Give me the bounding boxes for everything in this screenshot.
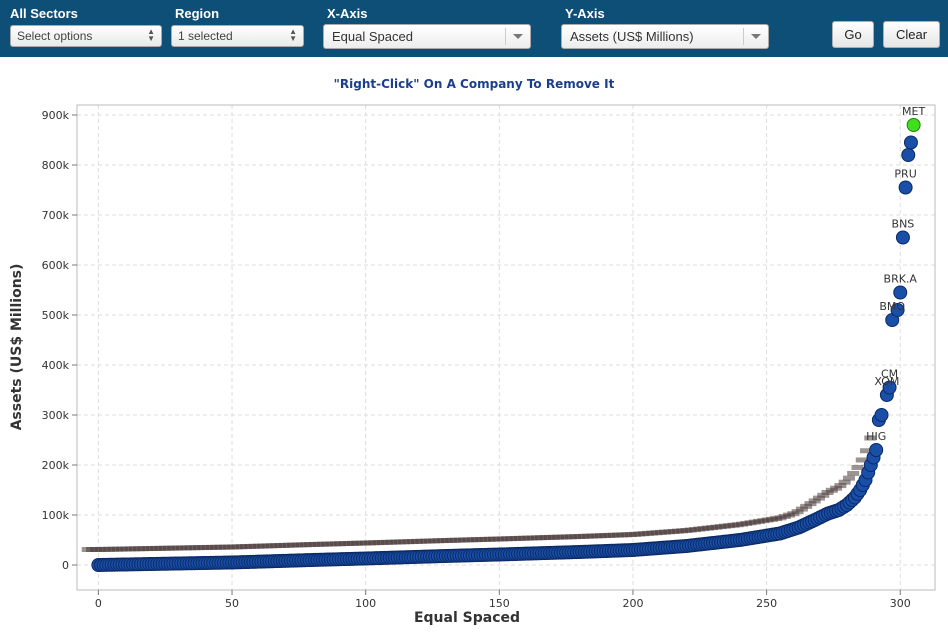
region-select[interactable]: 1 selected ▲ ▼ — [171, 25, 304, 47]
selected-company-point — [906, 118, 921, 132]
xaxis-dropdown-value: Equal Spaced — [332, 29, 413, 44]
y-tick-label: 900k — [42, 109, 70, 122]
point-label-bmo: BMO — [879, 300, 905, 313]
ticker-label-mark — [860, 448, 873, 454]
sectors-select-value: Select options — [17, 29, 93, 43]
company-point — [898, 180, 913, 195]
filter-toolbar: All Sectors Select options ▲ ▼ Region 1 s… — [0, 0, 948, 57]
company-point — [890, 303, 905, 317]
clear-button[interactable]: Clear — [883, 21, 940, 48]
xaxis-dropdown[interactable]: Equal Spaced — [323, 24, 531, 49]
company-point — [901, 148, 916, 162]
region-label: Region — [175, 6, 220, 21]
plot-frame — [76, 104, 936, 591]
yaxis-dropdown-value: Assets (US$ Millions) — [570, 29, 694, 44]
point-label-bns: BNS — [892, 218, 915, 231]
go-button[interactable]: Go — [832, 21, 874, 48]
chart-axes: 0 50 100 150 200 250 300 0 100k 200k 300k 400k 500k 6… — [42, 109, 911, 610]
ticker-label-mark — [834, 483, 847, 489]
company-point — [893, 285, 908, 300]
overlapping-labels — [81, 435, 877, 552]
ticker-label-mark — [842, 475, 855, 481]
ticker-label-mark — [795, 506, 808, 512]
chevron-down-icon — [513, 34, 523, 39]
ticker-label-mark — [817, 492, 830, 498]
updown-arrows-icon: ▲ ▼ — [289, 27, 297, 43]
ticker-label-mark — [847, 470, 860, 476]
y-tick-label: 200k — [42, 459, 70, 472]
y-tick-label: 100k — [42, 509, 70, 522]
x-tick-label: 150 — [489, 597, 510, 610]
y-tick-label: 800k — [42, 159, 70, 172]
dropdown-separator — [505, 28, 506, 45]
x-tick-label: 200 — [622, 597, 643, 610]
x-tick-label: 50 — [225, 597, 239, 610]
xaxis-label: X-Axis — [327, 6, 368, 21]
dropdown-separator — [743, 28, 744, 45]
yaxis-dropdown[interactable]: Assets (US$ Millions) — [561, 24, 769, 49]
x-tick-label: 100 — [355, 597, 376, 610]
point-label-brka: BRK.A — [884, 273, 918, 286]
sectors-select[interactable]: Select options ▲ ▼ — [10, 25, 162, 47]
point-label-cm: CM — [881, 368, 898, 381]
x-tick-label: 300 — [890, 597, 911, 610]
ticker-label-mark — [851, 464, 864, 470]
scatter-chart: 0 50 100 150 200 250 300 0 100k 200k 300k 400k 500k 6… — [9, 104, 936, 626]
y-tick-label: 400k — [42, 359, 70, 372]
ticker-label-mark — [800, 503, 813, 509]
company-point — [874, 408, 889, 422]
chevron-down-icon — [751, 34, 761, 39]
company-point — [869, 443, 884, 457]
ticker-label-mark — [838, 479, 851, 485]
company-point — [895, 230, 910, 245]
ticker-label-mark — [804, 501, 817, 507]
x-tick-label: 0 — [95, 597, 102, 610]
ticker-label-mark — [812, 495, 825, 501]
data-points[interactable] — [91, 118, 921, 572]
point-label-xom: XOM — [874, 375, 899, 388]
y-tick-label: 500k — [42, 309, 70, 322]
updown-arrows-icon: ▲ ▼ — [147, 27, 155, 43]
y-tick-label: 300k — [42, 409, 70, 422]
sectors-label: All Sectors — [10, 6, 78, 21]
ticker-label-mark — [830, 485, 843, 491]
ticker-label-mark — [791, 509, 804, 515]
ticker-label-mark — [808, 498, 821, 504]
x-axis-title: Equal Spaced — [414, 610, 520, 626]
remove-company-hint: "Right-Click" On A Company To Remove It — [333, 77, 615, 91]
point-label-pru: PRU — [894, 168, 916, 181]
company-point — [882, 380, 897, 395]
ticker-label-mark — [864, 435, 877, 441]
y-tick-label: 0 — [62, 559, 69, 572]
y-tick-label: 600k — [42, 259, 70, 272]
x-tick-label: 250 — [756, 597, 777, 610]
yaxis-label: Y-Axis — [565, 6, 605, 21]
point-label-hig: HIG — [866, 430, 886, 443]
ticker-label-mark — [855, 457, 868, 463]
region-select-value: 1 selected — [178, 29, 233, 43]
y-axis-title: Assets (US$ Millions) — [9, 264, 25, 431]
y-tick-label: 700k — [42, 209, 70, 222]
company-point — [903, 135, 918, 150]
point-label-met: MET — [902, 105, 925, 118]
